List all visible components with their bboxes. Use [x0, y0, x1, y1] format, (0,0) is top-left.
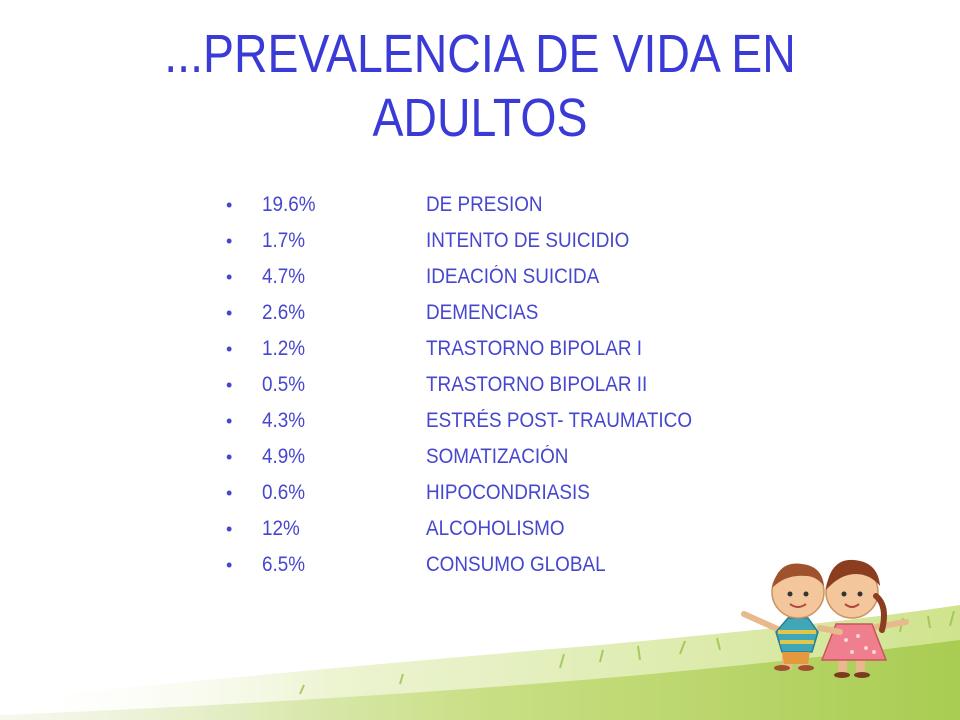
- bullet-icon: •: [226, 518, 233, 539]
- list-item: • 19.6% DE PRESION: [226, 187, 722, 223]
- bullet-icon: •: [226, 338, 233, 359]
- item-value: 4.7%: [262, 265, 306, 288]
- item-label: ESTRÉS POST- TRAUMATICO: [426, 409, 693, 432]
- list-item: • 4.7% IDEACIÓN SUICIDA: [226, 259, 722, 295]
- bullet-icon: •: [226, 302, 233, 323]
- list-item: • 6.5% CONSUMO GLOBAL: [226, 547, 722, 583]
- item-label: CONSUMO GLOBAL: [426, 553, 606, 576]
- item-value: 12%: [262, 517, 300, 540]
- bullet-icon: •: [226, 230, 233, 251]
- item-label: DE PRESION: [426, 193, 543, 216]
- list-item: • 0.6% HIPOCONDRIASIS: [226, 475, 722, 511]
- item-label: TRASTORNO BIPOLAR II: [426, 373, 648, 396]
- item-value: 6.5%: [262, 553, 306, 576]
- item-value: 2.6%: [262, 301, 306, 324]
- bullet-icon: •: [226, 374, 233, 395]
- item-label: TRASTORNO BIPOLAR I: [426, 337, 642, 360]
- grass-band-front: [0, 640, 960, 720]
- bullet-icon: •: [226, 266, 233, 287]
- item-value: 1.2%: [262, 337, 306, 360]
- list-item: • 1.2% TRASTORNO BIPOLAR I: [226, 331, 722, 367]
- title-line-2: ADULTOS: [372, 88, 588, 148]
- boy-figure: [741, 563, 825, 671]
- item-value: 0.6%: [262, 481, 306, 504]
- item-label: DEMENCIAS: [426, 301, 539, 324]
- list-item: • 12% ALCOHOLISMO: [226, 511, 722, 547]
- list-item: • 2.6% DEMENCIAS: [226, 295, 722, 331]
- bullet-icon: •: [226, 446, 233, 467]
- list-item: • 0.5% TRASTORNO BIPOLAR II: [226, 367, 722, 403]
- item-value: 0.5%: [262, 373, 306, 396]
- bullet-icon: •: [226, 194, 233, 215]
- item-value: 1.7%: [262, 229, 306, 252]
- children-illustration: [741, 559, 909, 678]
- list-item: • 1.7% INTENTO DE SUICIDIO: [226, 223, 722, 259]
- bullet-icon: •: [226, 410, 233, 431]
- item-label: IDEACIÓN SUICIDA: [426, 265, 600, 288]
- item-label: INTENTO DE SUICIDIO: [426, 229, 630, 252]
- slide-title: ...PREVALENCIA DE VIDA EN ADULTOS: [67, 22, 893, 150]
- item-value: 4.3%: [262, 409, 306, 432]
- item-label: ALCOHOLISMO: [426, 517, 565, 540]
- list-item: • 4.3% ESTRÉS POST- TRAUMATICO: [226, 403, 722, 439]
- bullet-icon: •: [226, 482, 233, 503]
- title-line-1: ...PREVALENCIA DE VIDA EN: [164, 24, 796, 84]
- item-label: HIPOCONDRIASIS: [426, 481, 590, 504]
- item-label: SOMATIZACIÓN: [426, 445, 569, 468]
- list-item: • 4.9% SOMATIZACIÓN: [226, 439, 722, 475]
- bullet-icon: •: [226, 554, 233, 575]
- item-value: 19.6%: [262, 193, 316, 216]
- prevalence-list: • 19.6% DE PRESION • 1.7% INTENTO DE SUICIDI…: [226, 187, 722, 583]
- item-value: 4.9%: [262, 445, 306, 468]
- girl-figure: [817, 559, 909, 678]
